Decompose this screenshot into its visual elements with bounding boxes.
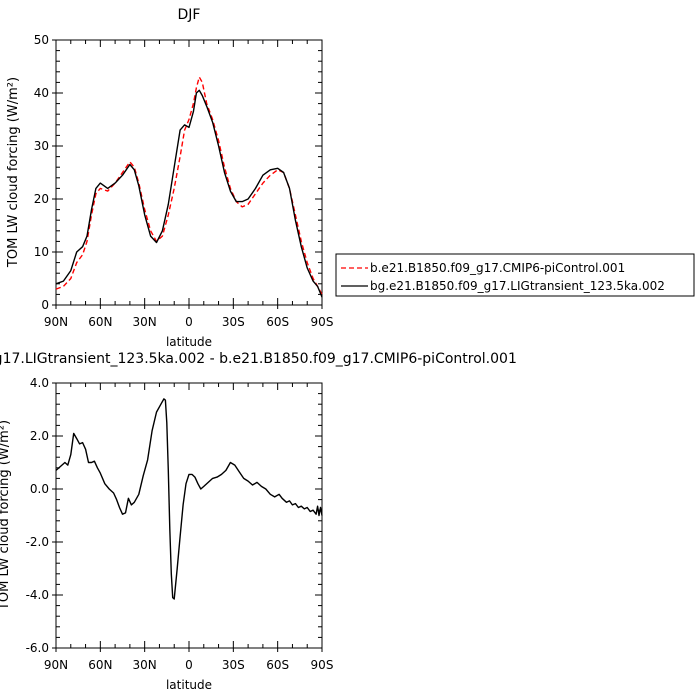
top-x-tick-label: 30N — [133, 315, 157, 329]
bottom-x-tick-label: 30N — [133, 658, 157, 672]
bottom-y-tick-labels: -6.0 -4.0 -2.0 0.0 2.0 4.0 — [26, 376, 49, 655]
bottom-x-tick-label: 90S — [311, 658, 334, 672]
top-y-tick-label: 40 — [34, 86, 49, 100]
top-chart-title: DJF — [178, 7, 201, 23]
bottom-x-tick-label: 30S — [222, 658, 245, 672]
bottom-x-tick-labels: 90N 60N 30N 0 30S 60S 90S — [44, 658, 334, 672]
top-series-line-0 — [55, 76, 323, 295]
top-y-axis-label: TOM LW cloud forcing (W/m²) — [6, 77, 21, 268]
bottom-plot-frame — [55, 382, 323, 649]
bottom-x-tick-label: 60N — [88, 658, 112, 672]
bottom-axis-ticks — [52, 382, 323, 652]
bottom-y-tick-label: -6.0 — [26, 641, 49, 655]
bottom-series-lines — [55, 398, 323, 600]
top-y-tick-label: 0 — [41, 298, 49, 312]
top-y-tick-label: 50 — [34, 33, 49, 47]
bottom-x-tick-label: 60S — [266, 658, 289, 672]
legend: b.e21.B1850.f09_g17.CMIP6-piControl.001 … — [335, 253, 695, 297]
top-x-tick-labels: 90N 60N 30N 0 30S 60S 90S — [44, 315, 334, 329]
bottom-y-tick-label: -2.0 — [26, 535, 49, 549]
legend-label-control: b.e21.B1850.f09_g17.CMIP6-piControl.001 — [370, 261, 625, 275]
legend-box — [335, 253, 695, 297]
top-y-tick-label: 20 — [34, 192, 49, 206]
top-x-tick-label: 0 — [185, 315, 193, 329]
top-y-tick-labels: 0 10 20 30 40 50 — [34, 33, 49, 312]
top-series-line-1 — [55, 89, 323, 298]
bottom-y-axis-label: TOM LW cloud forcing (W/m²) — [0, 420, 12, 611]
bottom-y-tick-label: 2.0 — [30, 429, 49, 443]
bottom-x-tick-label: 0 — [185, 658, 193, 672]
top-panel: DJF 0 10 20 30 40 50 90N 60N 30N 0 30S 60S 90S lati… — [6, 7, 333, 349]
bottom-y-tick-label: 0.0 — [30, 482, 49, 496]
bottom-y-tick-label: -4.0 — [26, 588, 49, 602]
bottom-chart-title: bg.e21.B1850.f09_g17.LIGtransient_123.5k… — [0, 351, 517, 367]
top-x-tick-label: 60N — [88, 315, 112, 329]
bottom-x-tick-label: 90N — [44, 658, 68, 672]
top-series-lines — [55, 76, 323, 298]
top-x-tick-label: 30S — [222, 315, 245, 329]
bottom-x-axis-label: latitude — [166, 678, 212, 692]
legend-label-lig: bg.e21.B1850.f09_g17.LIGtransient_123.5k… — [370, 279, 665, 293]
top-x-tick-label: 60S — [266, 315, 289, 329]
top-y-tick-label: 10 — [34, 245, 49, 259]
top-axis-ticks — [52, 39, 323, 309]
bottom-series-line-0 — [55, 398, 323, 600]
bottom-panel: bg.e21.B1850.f09_g17.LIGtransient_123.5k… — [0, 351, 517, 692]
bottom-y-tick-label: 4.0 — [30, 376, 49, 390]
top-x-axis-label: latitude — [166, 335, 212, 349]
top-y-tick-label: 30 — [34, 139, 49, 153]
top-x-tick-label: 90S — [311, 315, 334, 329]
top-x-tick-label: 90N — [44, 315, 68, 329]
